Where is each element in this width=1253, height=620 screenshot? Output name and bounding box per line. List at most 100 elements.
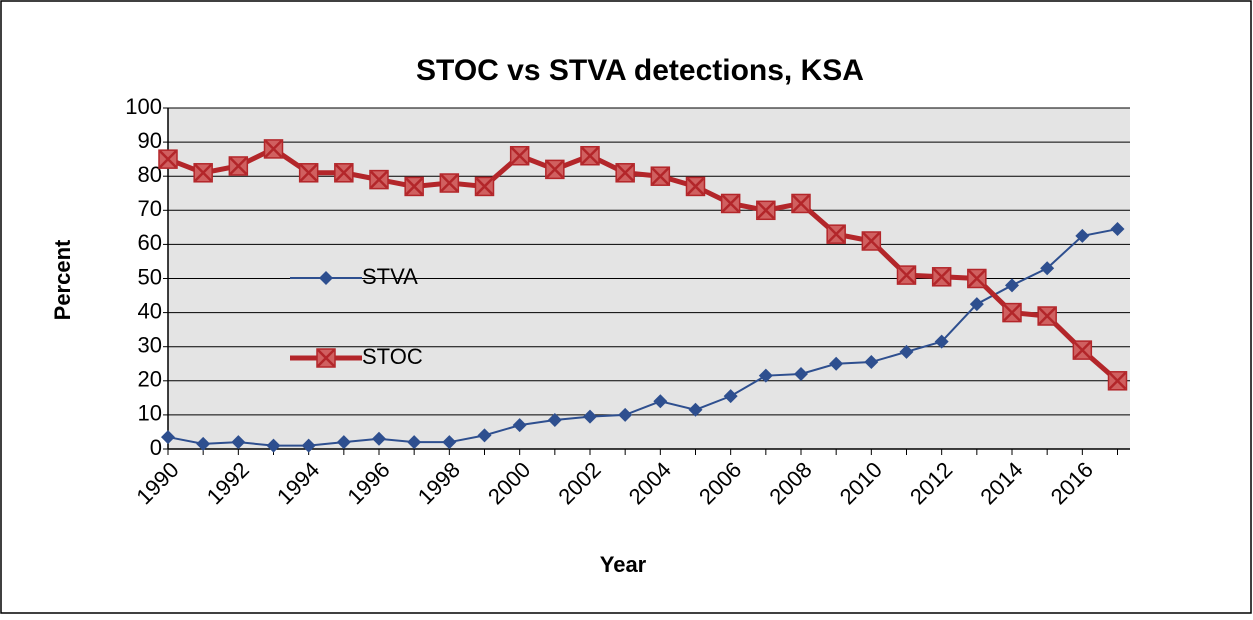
data-point — [685, 176, 706, 197]
legend-marker — [319, 271, 333, 285]
data-point — [791, 193, 811, 214]
y-tick-label: 90 — [138, 128, 162, 153]
data-point — [439, 173, 460, 193]
series-line — [167, 228, 1118, 447]
data-point — [583, 409, 597, 424]
legend-label: STVA — [362, 264, 418, 289]
data-point — [653, 394, 668, 409]
series-line — [167, 146, 1120, 383]
data-point — [509, 145, 530, 166]
data-point — [794, 366, 808, 381]
x-axis-label: Year — [600, 552, 647, 577]
data-point — [1040, 261, 1055, 276]
y-tick-label: 100 — [125, 94, 162, 119]
data-point — [266, 438, 281, 453]
marker-cross — [317, 349, 335, 367]
data-point — [688, 402, 703, 417]
marker-cross — [159, 150, 177, 169]
marker-cross — [475, 177, 494, 196]
data-point — [442, 435, 457, 450]
data-point — [158, 149, 178, 169]
marker-cross — [967, 269, 986, 288]
marker-cross — [581, 146, 599, 165]
data-point — [615, 163, 635, 183]
marker-cross — [229, 157, 248, 175]
data-point — [1037, 306, 1057, 326]
data-point — [1075, 228, 1090, 243]
data-point — [301, 438, 316, 453]
marker-cross — [1003, 303, 1021, 322]
data-point — [512, 418, 527, 433]
data-point — [336, 435, 351, 450]
data-point — [829, 356, 844, 371]
marker-cross — [194, 163, 213, 182]
data-point — [161, 430, 175, 445]
data-point — [650, 166, 671, 186]
y-tick-label: 50 — [138, 264, 162, 289]
y-tick-label: 10 — [138, 401, 162, 426]
data-point — [196, 436, 211, 451]
chart-title: STOC vs STVA detections, KSA — [416, 54, 864, 87]
y-tick-label: 30 — [138, 333, 162, 358]
data-point — [1107, 371, 1128, 391]
marker-cross — [897, 266, 916, 284]
data-point — [580, 145, 600, 166]
y-axis-label: Percent — [50, 239, 75, 320]
legend-marker — [316, 348, 336, 368]
data-point — [618, 407, 633, 422]
marker-cross — [440, 174, 459, 192]
data-point — [1110, 222, 1125, 237]
data-point — [934, 334, 949, 349]
y-tick-label: 80 — [138, 162, 162, 187]
data-point — [477, 428, 492, 443]
marker-cross — [756, 201, 775, 220]
data-point — [547, 413, 562, 428]
data-point — [931, 267, 952, 287]
data-point — [404, 176, 424, 197]
data-point — [720, 193, 741, 214]
y-tick-label: 40 — [138, 298, 162, 323]
marker-cross — [862, 232, 881, 250]
data-point — [545, 159, 565, 180]
y-tick-label: 70 — [138, 196, 162, 221]
data-point — [263, 139, 284, 159]
data-point — [369, 169, 389, 190]
data-point — [861, 231, 882, 251]
data-point — [372, 431, 386, 446]
data-point — [334, 163, 354, 183]
y-tick-label: 20 — [138, 367, 162, 392]
marker-cross — [334, 163, 353, 182]
y-tick-label: 60 — [138, 230, 162, 255]
data-point — [231, 435, 246, 450]
marker-cross — [932, 267, 951, 286]
data-point — [1005, 278, 1019, 293]
legend-label: STOC — [362, 344, 423, 369]
marker-cross — [827, 225, 846, 244]
marker-cross — [405, 177, 424, 196]
data-point — [896, 265, 917, 285]
data-point — [864, 355, 879, 370]
marker-cross — [510, 146, 529, 165]
marker-cross — [651, 167, 670, 186]
data-point — [826, 224, 846, 244]
marker-cross — [792, 194, 810, 213]
marker-cross — [1073, 341, 1092, 359]
marker-cross — [299, 163, 318, 182]
marker-cross — [545, 160, 564, 179]
data-point — [298, 163, 319, 183]
marker-cross — [370, 170, 388, 189]
marker-cross — [1038, 307, 1057, 325]
data-point — [967, 268, 987, 289]
data-point — [407, 435, 422, 450]
marker-cross — [616, 163, 635, 182]
data-point — [474, 176, 495, 197]
data-point — [193, 163, 213, 183]
marker-cross — [721, 194, 740, 213]
data-point — [723, 389, 738, 404]
data-point — [969, 297, 984, 312]
data-point — [758, 368, 773, 383]
marker-cross — [686, 177, 705, 196]
data-point — [1002, 302, 1022, 323]
y-tick-label: 0 — [150, 435, 162, 460]
